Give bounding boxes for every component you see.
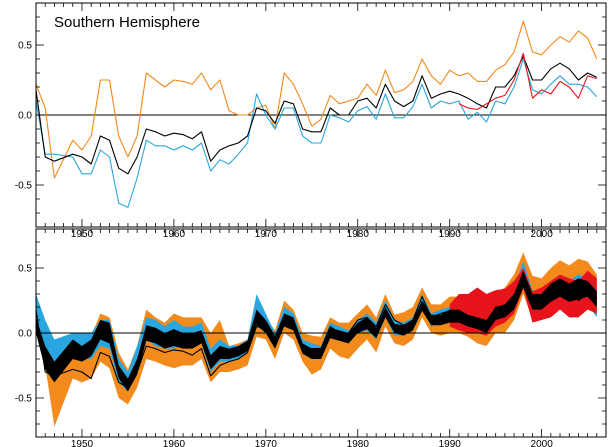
series-line-0	[35, 277, 598, 389]
series-line-1	[35, 58, 598, 208]
series-line-3	[458, 52, 597, 110]
x-tick-label: 1960	[163, 439, 186, 447]
y-tick-label: 0.0	[18, 329, 32, 340]
x-tick-label: 1980	[347, 439, 370, 447]
x-tick-label: 1990	[439, 439, 462, 447]
bottom-panel: -0.5 0.0 0.5 1950 1960 1970 1980 1990 2000	[15, 228, 607, 447]
x-tick-label: 2000	[531, 439, 554, 447]
y-tick-label: 0.0	[18, 111, 32, 122]
band-0	[36, 252, 597, 427]
y-tick-label: 0.5	[18, 41, 32, 52]
y-tick-label: -0.5	[15, 181, 33, 192]
x-tick-label: 1950	[71, 439, 94, 447]
series-line-0	[35, 20, 598, 179]
x-tick-label: 1970	[255, 439, 278, 447]
y-tick-label: -0.5	[15, 394, 33, 405]
band-3	[36, 270, 597, 392]
series-line-2	[35, 55, 598, 175]
panel-title: Southern Hemisphere	[54, 14, 200, 31]
y-tick-label: 0.5	[18, 264, 32, 275]
